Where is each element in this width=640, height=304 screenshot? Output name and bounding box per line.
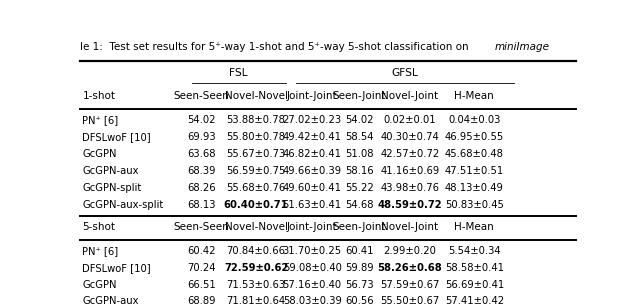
Text: 71.53±0.63: 71.53±0.63 bbox=[227, 280, 285, 289]
Text: 45.68±0.48: 45.68±0.48 bbox=[445, 149, 504, 159]
Text: 56.73: 56.73 bbox=[345, 280, 374, 289]
Text: Novel-Joint: Novel-Joint bbox=[381, 222, 438, 232]
Text: 49.42±0.41: 49.42±0.41 bbox=[283, 132, 342, 142]
Text: 59.08±0.40: 59.08±0.40 bbox=[283, 263, 342, 273]
Text: GcGPN: GcGPN bbox=[83, 280, 117, 289]
Text: 48.13±0.49: 48.13±0.49 bbox=[445, 183, 504, 193]
Text: Joint-Joint: Joint-Joint bbox=[287, 91, 337, 101]
Text: 40.30±0.74: 40.30±0.74 bbox=[380, 132, 439, 142]
Text: 50.83±0.45: 50.83±0.45 bbox=[445, 199, 504, 209]
Text: 55.67±0.73: 55.67±0.73 bbox=[227, 149, 285, 159]
Text: 54.68: 54.68 bbox=[345, 199, 374, 209]
Text: 58.26±0.68: 58.26±0.68 bbox=[378, 263, 442, 273]
Text: 68.89: 68.89 bbox=[188, 296, 216, 304]
Text: 54.02: 54.02 bbox=[188, 115, 216, 125]
Text: 51.08: 51.08 bbox=[345, 149, 374, 159]
Text: 58.58±0.41: 58.58±0.41 bbox=[445, 263, 504, 273]
Text: 55.80±0.78: 55.80±0.78 bbox=[227, 132, 285, 142]
Text: Seen-Seen: Seen-Seen bbox=[173, 91, 229, 101]
Text: Novel-Joint: Novel-Joint bbox=[381, 91, 438, 101]
Text: Seen-Joint: Seen-Joint bbox=[333, 222, 386, 232]
Text: 70.84±0.66: 70.84±0.66 bbox=[227, 246, 285, 256]
Text: Joint-Joint: Joint-Joint bbox=[287, 222, 337, 232]
Text: 0.02±0.01: 0.02±0.01 bbox=[383, 115, 436, 125]
Text: 51.63±0.41: 51.63±0.41 bbox=[283, 199, 342, 209]
Text: FSL: FSL bbox=[229, 68, 248, 78]
Text: 53.88±0.78: 53.88±0.78 bbox=[227, 115, 285, 125]
Text: 54.02: 54.02 bbox=[345, 115, 374, 125]
Text: 49.66±0.39: 49.66±0.39 bbox=[283, 166, 342, 176]
Text: 63.68: 63.68 bbox=[188, 149, 216, 159]
Text: 49.60±0.41: 49.60±0.41 bbox=[283, 183, 342, 193]
Text: Seen-Joint: Seen-Joint bbox=[333, 91, 386, 101]
Text: PN⁺ [6]: PN⁺ [6] bbox=[83, 246, 118, 256]
Text: GcGPN-aux: GcGPN-aux bbox=[83, 296, 139, 304]
Text: Novel-Novel: Novel-Novel bbox=[225, 91, 287, 101]
Text: 68.26: 68.26 bbox=[188, 183, 216, 193]
Text: 71.81±0.64: 71.81±0.64 bbox=[227, 296, 285, 304]
Text: 60.42: 60.42 bbox=[188, 246, 216, 256]
Text: 56.69±0.41: 56.69±0.41 bbox=[445, 280, 504, 289]
Text: GcGPN-aux-split: GcGPN-aux-split bbox=[83, 199, 164, 209]
Text: 55.68±0.76: 55.68±0.76 bbox=[227, 183, 285, 193]
Text: GFSL: GFSL bbox=[392, 68, 419, 78]
Text: 43.98±0.76: 43.98±0.76 bbox=[380, 183, 439, 193]
Text: 72.59±0.62: 72.59±0.62 bbox=[224, 263, 288, 273]
Text: 5.54±0.34: 5.54±0.34 bbox=[448, 246, 500, 256]
Text: 48.59±0.72: 48.59±0.72 bbox=[378, 199, 442, 209]
Text: 70.24: 70.24 bbox=[188, 263, 216, 273]
Text: Seen-Seen: Seen-Seen bbox=[173, 222, 229, 232]
Text: 41.16±0.69: 41.16±0.69 bbox=[380, 166, 440, 176]
Text: 42.57±0.72: 42.57±0.72 bbox=[380, 149, 440, 159]
Text: 46.95±0.55: 46.95±0.55 bbox=[445, 132, 504, 142]
Text: 59.89: 59.89 bbox=[345, 263, 374, 273]
Text: DFSLwoF [10]: DFSLwoF [10] bbox=[83, 132, 151, 142]
Text: H-Mean: H-Mean bbox=[454, 91, 494, 101]
Text: 56.59±0.75: 56.59±0.75 bbox=[227, 166, 286, 176]
Text: le 1:  Test set results for 5⁺-way 1-shot and 5⁺-way 5-shot classification on: le 1: Test set results for 5⁺-way 1-shot… bbox=[80, 42, 472, 52]
Text: 46.82±0.41: 46.82±0.41 bbox=[283, 149, 342, 159]
Text: 55.50±0.67: 55.50±0.67 bbox=[380, 296, 440, 304]
Text: DFSLwoF [10]: DFSLwoF [10] bbox=[83, 263, 151, 273]
Text: 60.56: 60.56 bbox=[345, 296, 374, 304]
Text: 60.40±0.71: 60.40±0.71 bbox=[224, 199, 289, 209]
Text: 0.04±0.03: 0.04±0.03 bbox=[448, 115, 500, 125]
Text: miniImage: miniImage bbox=[494, 42, 549, 52]
Text: 60.41: 60.41 bbox=[345, 246, 374, 256]
Text: 47.51±0.51: 47.51±0.51 bbox=[445, 166, 504, 176]
Text: GcGPN-aux: GcGPN-aux bbox=[83, 166, 139, 176]
Text: 57.59±0.67: 57.59±0.67 bbox=[380, 280, 440, 289]
Text: 68.39: 68.39 bbox=[188, 166, 216, 176]
Text: 57.16±0.40: 57.16±0.40 bbox=[283, 280, 342, 289]
Text: 55.22: 55.22 bbox=[345, 183, 374, 193]
Text: 31.70±0.25: 31.70±0.25 bbox=[283, 246, 342, 256]
Text: 69.93: 69.93 bbox=[188, 132, 216, 142]
Text: 5-shot: 5-shot bbox=[83, 222, 115, 232]
Text: 58.54: 58.54 bbox=[345, 132, 374, 142]
Text: 66.51: 66.51 bbox=[187, 280, 216, 289]
Text: 1-shot: 1-shot bbox=[83, 91, 115, 101]
Text: H-Mean: H-Mean bbox=[454, 222, 494, 232]
Text: 2.99±0.20: 2.99±0.20 bbox=[383, 246, 436, 256]
Text: 27.02±0.23: 27.02±0.23 bbox=[283, 115, 342, 125]
Text: 68.13: 68.13 bbox=[188, 199, 216, 209]
Text: 58.16: 58.16 bbox=[345, 166, 374, 176]
Text: 57.41±0.42: 57.41±0.42 bbox=[445, 296, 504, 304]
Text: GcGPN: GcGPN bbox=[83, 149, 117, 159]
Text: GcGPN-split: GcGPN-split bbox=[83, 183, 141, 193]
Text: 58.03±0.39: 58.03±0.39 bbox=[283, 296, 342, 304]
Text: PN⁺ [6]: PN⁺ [6] bbox=[83, 115, 118, 125]
Text: Novel-Novel: Novel-Novel bbox=[225, 222, 287, 232]
